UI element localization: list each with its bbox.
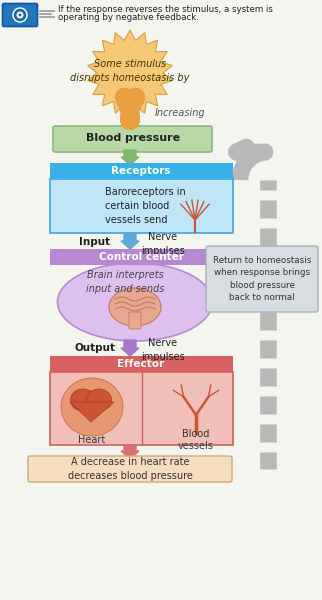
Text: Effector: Effector [118,359,165,369]
Text: Return to homeostasis
when response brings
blood pressure
back to normal: Return to homeostasis when response brin… [213,256,311,302]
Text: Nerve
impulses: Nerve impulses [141,232,185,256]
Text: Blood pressure: Blood pressure [86,133,180,143]
FancyBboxPatch shape [206,246,318,312]
Text: Output: Output [74,343,116,353]
FancyArrow shape [119,116,141,136]
Text: Nerve
impulses: Nerve impulses [141,338,185,362]
FancyArrow shape [121,233,139,249]
Text: If the response reverses the stimulus, a system is: If the response reverses the stimulus, a… [58,5,273,14]
Text: Brain interprets
input and sends: Brain interprets input and sends [86,271,164,293]
Text: Some stimulus
disrupts homeostasis by: Some stimulus disrupts homeostasis by [70,59,190,83]
FancyBboxPatch shape [3,4,37,26]
Text: A decrease in heart rate
decreases blood pressure: A decrease in heart rate decreases blood… [68,457,193,481]
Text: operating by negative feedback.: operating by negative feedback. [58,13,199,22]
FancyArrow shape [121,150,139,165]
Circle shape [13,8,27,22]
Ellipse shape [71,389,96,411]
Text: Blood
vessels: Blood vessels [178,429,214,451]
FancyArrow shape [121,340,139,356]
FancyBboxPatch shape [28,456,232,482]
FancyBboxPatch shape [50,356,233,372]
Ellipse shape [58,263,213,341]
FancyBboxPatch shape [50,372,233,445]
Ellipse shape [109,288,161,326]
FancyBboxPatch shape [129,312,141,329]
Text: Increasing: Increasing [155,108,206,118]
Circle shape [18,13,22,16]
Ellipse shape [87,389,111,411]
FancyBboxPatch shape [53,126,212,152]
FancyBboxPatch shape [50,163,233,179]
Text: Receptors: Receptors [111,166,171,176]
Text: Input: Input [80,237,110,247]
FancyBboxPatch shape [50,179,233,233]
Circle shape [16,11,24,19]
Ellipse shape [61,378,123,436]
Text: Baroreceptors in
certain blood
vessels send: Baroreceptors in certain blood vessels s… [105,187,186,224]
FancyArrow shape [121,445,139,459]
Text: Control center: Control center [99,252,184,262]
Text: Heart: Heart [78,435,106,445]
Polygon shape [88,30,172,116]
Polygon shape [70,402,114,422]
FancyBboxPatch shape [50,249,233,265]
